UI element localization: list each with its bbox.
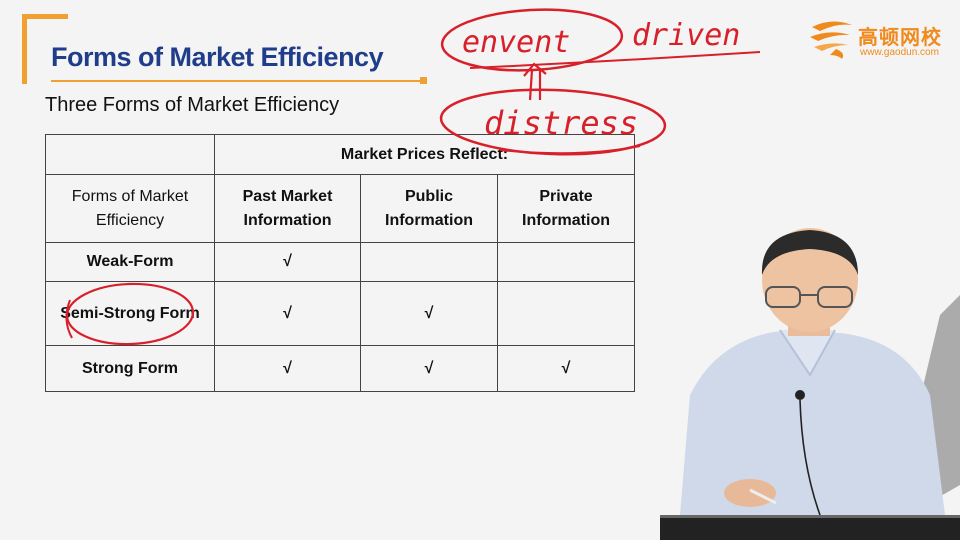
check-cell bbox=[497, 281, 635, 346]
presenter-hand bbox=[724, 479, 776, 507]
row-label-strong: Strong Form bbox=[45, 345, 215, 392]
slide-subtitle: Three Forms of Market Efficiency bbox=[45, 94, 340, 116]
annotation-word-envent: envent bbox=[462, 25, 570, 60]
check-cell: √ bbox=[214, 345, 361, 392]
podium-edge bbox=[660, 515, 960, 518]
table-column-header-row: Forms of Market Efficiency Past Market I… bbox=[45, 174, 635, 243]
annotation-underline bbox=[469, 51, 761, 69]
lapel-microphone bbox=[795, 390, 805, 400]
slide-title: Forms of Market Efficiency bbox=[51, 42, 384, 72]
stylus-pen bbox=[749, 488, 777, 505]
table-group-header: Market Prices Reflect: bbox=[214, 134, 635, 175]
gaodun-logo-icon bbox=[810, 21, 852, 59]
table-corner-label: Forms of Market Efficiency bbox=[45, 174, 215, 243]
check-cell: √ bbox=[360, 345, 498, 392]
check-cell: √ bbox=[214, 242, 361, 282]
title-bracket-decoration bbox=[22, 14, 68, 84]
efficiency-table: Market Prices Reflect: Forms of Market E… bbox=[45, 134, 635, 392]
check-cell: √ bbox=[214, 281, 361, 346]
logo-url: www.gaodun.com bbox=[860, 47, 939, 58]
gaodun-logo: 高顿网校 www.gaodun.com bbox=[806, 17, 956, 63]
table-row: Strong Form √ √ √ bbox=[45, 345, 635, 392]
annotation-word-driven: driven bbox=[632, 18, 740, 53]
logo-brand-name: 高顿网校 bbox=[858, 27, 942, 49]
annotation-arrow bbox=[523, 62, 547, 101]
microphone-cable bbox=[799, 399, 821, 516]
check-cell: √ bbox=[360, 281, 498, 346]
table-corner-empty bbox=[45, 134, 215, 175]
column-header-private: Private Information bbox=[497, 174, 635, 243]
row-label-weak: Weak-Form bbox=[45, 242, 215, 282]
table-group-header-row: Market Prices Reflect: bbox=[45, 134, 635, 175]
check-cell: √ bbox=[497, 345, 635, 392]
check-cell bbox=[497, 242, 635, 282]
presenter-video bbox=[660, 228, 960, 540]
check-cell bbox=[360, 242, 498, 282]
title-underline-dot bbox=[420, 77, 427, 84]
podium bbox=[660, 515, 960, 540]
presenter-collar bbox=[779, 329, 836, 377]
row-label-semi-strong: Semi-Strong Form bbox=[45, 281, 215, 346]
annotation-circle-envent bbox=[440, 8, 624, 72]
title-underline bbox=[51, 80, 423, 82]
column-header-past: Past Market Information bbox=[214, 174, 361, 243]
presenter-shirt bbox=[680, 330, 945, 515]
column-header-public: Public Information bbox=[360, 174, 498, 243]
presenter-glasses-right bbox=[817, 286, 853, 308]
table-row: Semi-Strong Form √ √ bbox=[45, 281, 635, 346]
presenter-hair bbox=[761, 230, 858, 275]
presenter-glasses-left bbox=[765, 286, 801, 308]
table-row: Weak-Form √ bbox=[45, 242, 635, 282]
